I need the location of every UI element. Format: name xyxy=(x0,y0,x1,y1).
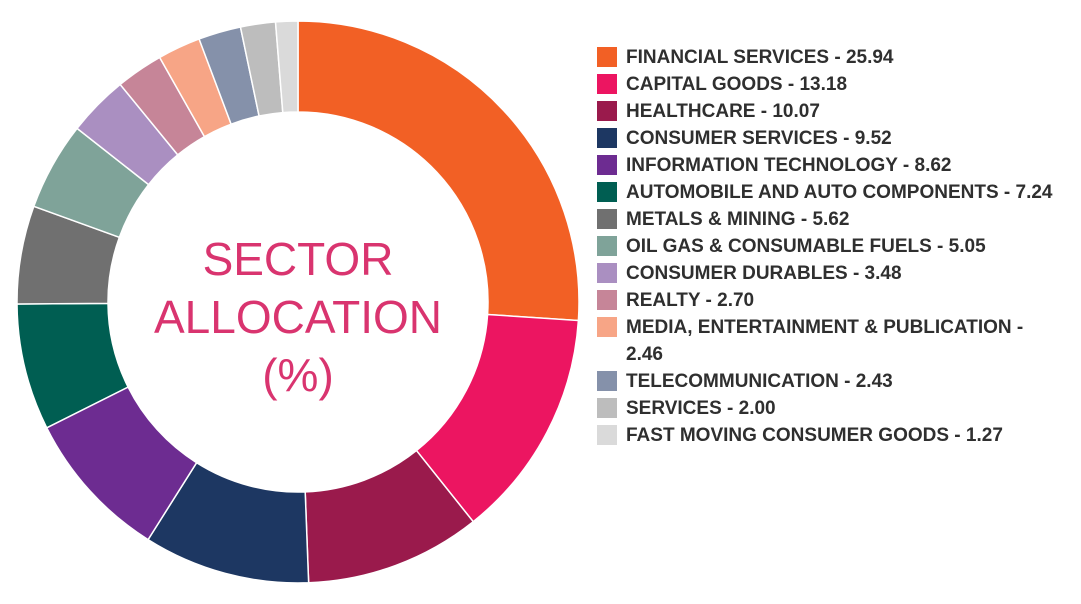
donut-slice-fast-moving-consumer-goods xyxy=(274,20,299,114)
legend-swatch xyxy=(597,128,617,148)
legend-item: INFORMATION TECHNOLOGY - 8.62 xyxy=(597,152,1067,179)
legend-label: MEDIA, ENTERTAINMENT & PUBLICATION - 2.4… xyxy=(626,317,1024,365)
legend-item: CONSUMER SERVICES - 9.52 xyxy=(597,125,1067,152)
legend-swatch xyxy=(597,74,617,94)
legend-label: FINANCIAL SERVICES - 25.94 xyxy=(626,47,894,68)
legend-item: FAST MOVING CONSUMER GOODS - 1.27 xyxy=(597,422,1067,449)
legend-swatch xyxy=(597,155,617,175)
legend-item: SERVICES - 2.00 xyxy=(597,395,1067,422)
legend-swatch xyxy=(597,101,617,121)
chart-legend: FINANCIAL SERVICES - 25.94 CAPITAL GOODS … xyxy=(597,44,1067,449)
legend-item: REALTY - 2.70 xyxy=(597,287,1067,314)
legend-label: METALS & MINING - 5.62 xyxy=(626,209,850,230)
legend-item: HEALTHCARE - 10.07 xyxy=(597,98,1067,125)
legend-label: HEALTHCARE - 10.07 xyxy=(626,101,820,122)
donut-slice-financial-services xyxy=(297,20,580,322)
legend-label: CAPITAL GOODS - 13.18 xyxy=(626,74,848,95)
legend-item: METALS & MINING - 5.62 xyxy=(597,206,1067,233)
legend-swatch xyxy=(597,236,617,256)
legend-swatch xyxy=(597,290,617,310)
legend-swatch xyxy=(597,209,617,229)
legend-label: CONSUMER SERVICES - 9.52 xyxy=(626,128,892,149)
donut-chart xyxy=(16,20,580,584)
legend-swatch xyxy=(597,182,617,202)
legend-label: AUTOMOBILE AND AUTO COMPONENTS - 7.24 xyxy=(626,182,1053,203)
legend-item: MEDIA, ENTERTAINMENT & PUBLICATION - 2.4… xyxy=(597,314,1067,368)
legend-label: TELECOMMUNICATION - 2.43 xyxy=(626,371,893,392)
legend-swatch xyxy=(597,425,617,445)
legend-label: INFORMATION TECHNOLOGY - 8.62 xyxy=(626,155,952,176)
legend-label: FAST MOVING CONSUMER GOODS - 1.27 xyxy=(626,425,1003,446)
legend-swatch xyxy=(597,47,617,67)
legend-item: OIL GAS & CONSUMABLE FUELS - 5.05 xyxy=(597,233,1067,260)
legend-swatch xyxy=(597,371,617,391)
legend-label: OIL GAS & CONSUMABLE FUELS - 5.05 xyxy=(626,236,986,257)
chart-title-line-3: (%) xyxy=(262,349,334,401)
legend-label: SERVICES - 2.00 xyxy=(626,398,776,419)
legend-swatch xyxy=(597,398,617,418)
legend-item: AUTOMOBILE AND AUTO COMPONENTS - 7.24 xyxy=(597,179,1067,206)
legend-item: FINANCIAL SERVICES - 25.94 xyxy=(597,44,1067,71)
legend-item: TELECOMMUNICATION - 2.43 xyxy=(597,368,1067,395)
legend-item: CAPITAL GOODS - 13.18 xyxy=(597,71,1067,98)
legend-label: CONSUMER DURABLES - 3.48 xyxy=(626,263,902,284)
legend-swatch xyxy=(597,317,617,337)
legend-label: REALTY - 2.70 xyxy=(626,290,755,311)
legend-swatch xyxy=(597,263,617,283)
legend-item: CONSUMER DURABLES - 3.48 xyxy=(597,260,1067,287)
chart-title: SECTOR ALLOCATION (%) xyxy=(108,230,488,404)
chart-title-line-2: ALLOCATION xyxy=(154,291,442,343)
chart-title-line-1: SECTOR xyxy=(202,233,394,285)
